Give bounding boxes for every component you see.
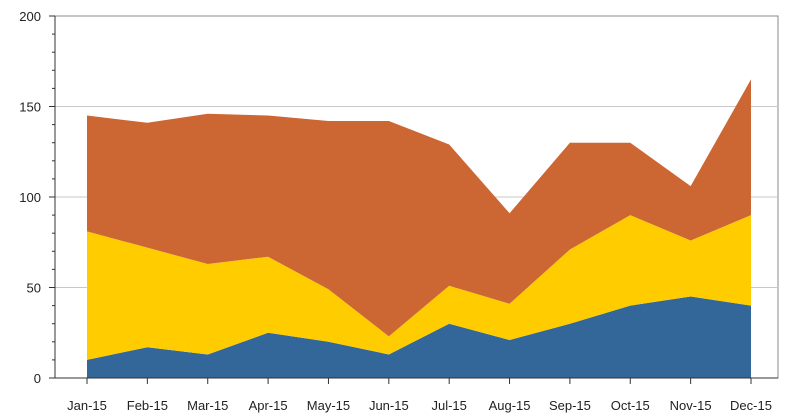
x-tick-label: Mar-15: [187, 398, 228, 413]
x-tick-label: Jun-15: [369, 398, 409, 413]
x-tick-label: Jul-15: [431, 398, 466, 413]
area-series-1: [87, 296, 751, 378]
y-tick-label: 100: [19, 190, 41, 205]
x-tick-label: Aug-15: [489, 398, 531, 413]
area-series-2: [87, 215, 751, 360]
y-tick-label: 0: [34, 371, 41, 386]
y-tick-label: 200: [19, 9, 41, 24]
axes: [49, 15, 778, 384]
area-series-3: [87, 79, 751, 337]
x-tick-label: Apr-15: [249, 398, 288, 413]
y-tick-label: 150: [19, 100, 41, 115]
x-tick-label: Feb-15: [127, 398, 168, 413]
x-tick-label: Dec-15: [730, 398, 772, 413]
x-tick-label: May-15: [307, 398, 350, 413]
area-series: [87, 79, 751, 378]
x-tick-label: Jan-15: [67, 398, 107, 413]
x-tick-label: Nov-15: [670, 398, 712, 413]
y-tick-label: 50: [27, 281, 41, 296]
x-tick-label: Sep-15: [549, 398, 591, 413]
tick-labels: 0 50 100 150 200 Jan-15 Feb-15 Mar-15 Apr-15 May-…: [19, 9, 772, 413]
x-tick-label: Oct-15: [611, 398, 650, 413]
